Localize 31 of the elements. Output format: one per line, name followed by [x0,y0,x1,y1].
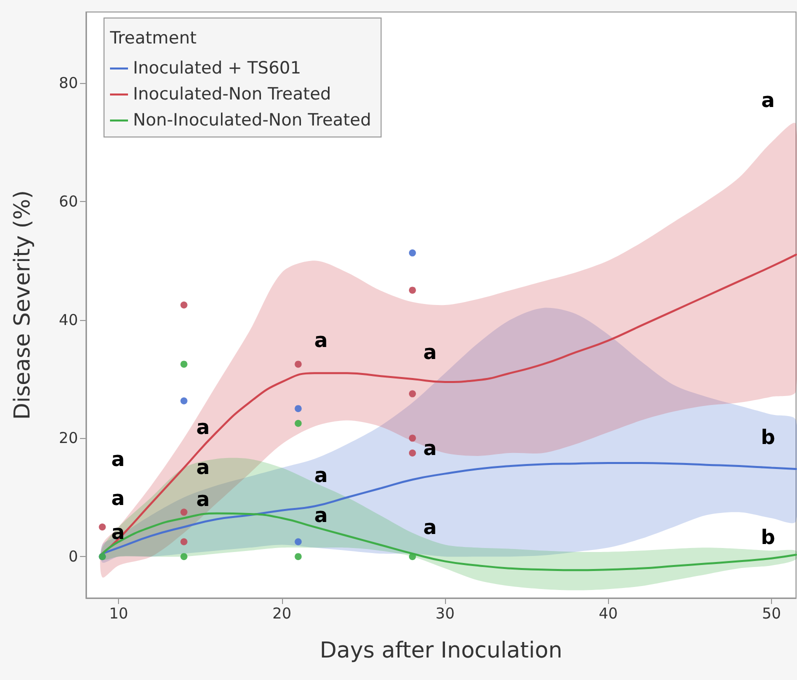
annotation: a [423,515,437,539]
annotation: a [196,415,210,439]
x-tick-label: 10 [109,604,128,622]
y-tick-label: 60 [58,192,78,210]
annotation: a [314,463,328,487]
annotation: b [760,525,776,549]
legend-label: Inoculated + TS601 [133,58,302,78]
annotation: a [111,520,125,544]
annotation: a [761,88,775,112]
y-tick-label: 40 [58,310,78,329]
legend-title: Treatment [109,28,197,48]
x-tick-label: 50 [762,604,782,622]
x-axis-title: Days after Inoculation [320,638,562,664]
annotation: a [196,455,210,479]
legend-label: Inoculated-Non Treated [133,84,332,104]
annotation: b [760,425,776,449]
x-tick-label: 20 [272,604,292,622]
annotation: a [196,487,210,511]
y-axis-title: Disease Severity (%) [10,190,36,420]
x-tick-label: 30 [436,604,455,622]
annotation: a [111,486,125,510]
annotation: a [314,328,328,352]
annotation: a [111,447,125,471]
annotation: a [314,503,328,527]
y-tick-label: 20 [58,429,78,448]
legend-label: Non-Inoculated-Non Treated [133,110,372,130]
x-tick-label: 40 [598,604,618,622]
y-tick-label: 0 [68,548,78,566]
y-tick-label: 80 [58,74,78,92]
annotation: a [423,340,437,364]
annotation: a [423,436,437,460]
